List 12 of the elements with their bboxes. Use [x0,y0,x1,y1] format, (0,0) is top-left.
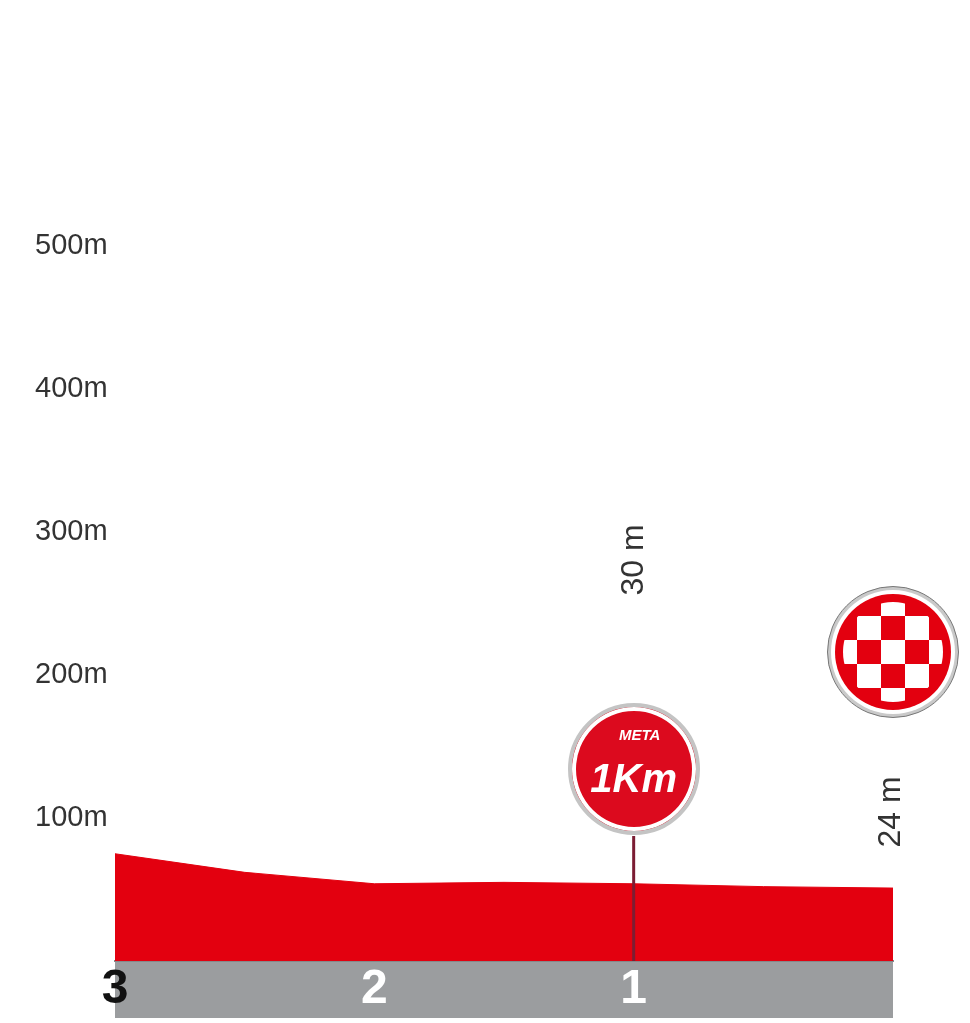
y-tick-label: 500m [35,228,108,260]
annotation: 30 m [613,524,650,596]
annotation: META [618,725,661,743]
x-tick-label: 2 [360,960,388,1014]
y-tick-label: 400m [35,371,108,403]
annotation: 24 m [871,776,907,848]
y-tick-label: 300m [35,514,108,546]
annotation: 1Km [590,756,678,800]
y-tick-label: 200m [35,657,108,689]
x-tick-label: 1 [620,960,648,1014]
x-tick-label: 3 [101,960,129,1014]
y-tick-label: 100m [35,800,108,832]
